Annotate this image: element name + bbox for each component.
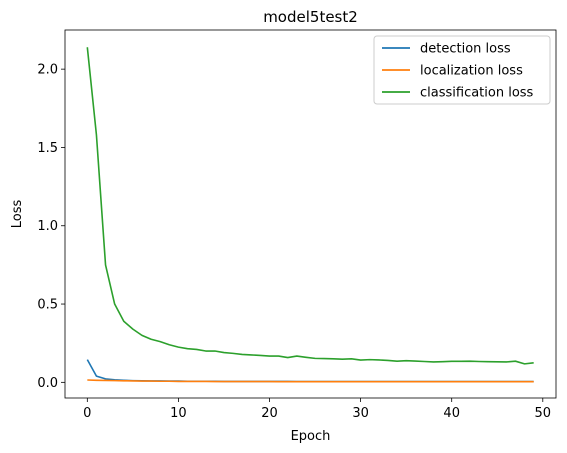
detection-loss-line [86, 359, 534, 383]
legend-label: localization loss [420, 64, 523, 79]
x-tick-label: 20 [261, 406, 278, 421]
x-axis-ticks: 0 10 20 30 40 50 [83, 398, 551, 421]
plot-area-frame [64, 29, 557, 399]
plot-lines [86, 47, 534, 383]
y-axis-ticks: 0.0 0.5 1.0 1.5 2.0 [37, 63, 65, 391]
localization-loss-line [87, 379, 534, 383]
y-axis-label: Loss [10, 200, 25, 229]
legend-label: classification loss [420, 86, 534, 101]
y-tick-label: 0.5 [37, 298, 58, 313]
x-tick-label: 40 [443, 406, 460, 421]
chart-title: model5test2 [263, 8, 358, 26]
x-tick-label: 30 [352, 406, 369, 421]
y-tick-label: 2.0 [37, 63, 58, 78]
y-tick-label: 1.0 [37, 219, 58, 234]
classification-loss-line [86, 47, 534, 365]
x-tick-label: 50 [535, 406, 552, 421]
legend-box [373, 35, 551, 105]
x-axis-label: Epoch [291, 429, 331, 444]
y-tick-label: 0.0 [37, 376, 58, 391]
y-tick-label: 1.5 [37, 141, 58, 156]
legend: detection loss localization loss classific… [373, 35, 551, 105]
x-tick-label: 10 [170, 406, 187, 421]
legend-label: detection loss [420, 42, 511, 57]
x-tick-label: 0 [83, 406, 91, 421]
